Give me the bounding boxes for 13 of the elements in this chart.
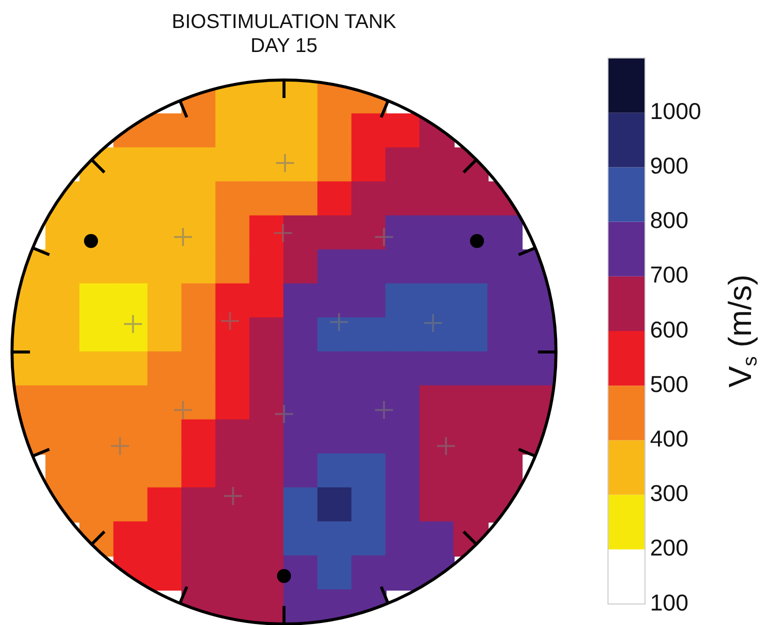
color-bar-label: 400 bbox=[650, 426, 688, 452]
color-bar-label: 600 bbox=[650, 316, 688, 342]
color-bar-title: Vs (m/s) bbox=[722, 274, 762, 388]
chart-subtitle: DAY 15 bbox=[250, 35, 318, 57]
color-bar-label: 800 bbox=[650, 207, 688, 234]
color-bar-label: 100 bbox=[650, 589, 688, 616]
chart-title: BIOSTIMULATION TANK bbox=[172, 11, 397, 33]
color-bar-label: 900 bbox=[650, 152, 688, 179]
color-bar-label: 300 bbox=[650, 480, 688, 506]
color-bar-label: 500 bbox=[650, 370, 688, 397]
color-bar-label: 200 bbox=[650, 534, 688, 561]
color-bar-label: 700 bbox=[650, 262, 688, 288]
color-bar-label: 1000 bbox=[650, 98, 702, 124]
